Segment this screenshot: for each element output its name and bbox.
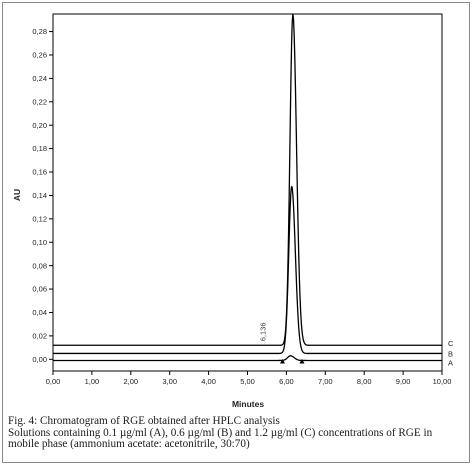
- x-tick-label: 8,00: [357, 377, 372, 386]
- x-tick-label: 10,00: [433, 377, 452, 386]
- integration-marker: [280, 358, 286, 364]
- y-tick-label: 0,14: [32, 191, 47, 200]
- x-tick-label: 3,00: [162, 377, 177, 386]
- x-tick-label: 4,00: [201, 377, 216, 386]
- y-tick-label: 0,28: [32, 27, 47, 36]
- x-tick-label: 6,00: [279, 377, 294, 386]
- trace-label-b: B: [448, 349, 453, 358]
- integration-marker: [299, 358, 305, 364]
- peak-retention-label: 6,136: [259, 322, 268, 341]
- x-tick-label: 0,00: [46, 377, 61, 386]
- caption-line-2: Solutions containing 0.1 µg/ml (A), 0.6 …: [8, 426, 433, 439]
- y-tick-label: 0,10: [32, 238, 47, 247]
- x-tick-label: 2,00: [123, 377, 138, 386]
- trace-a: [53, 355, 442, 362]
- y-tick-label: 0,04: [32, 308, 47, 317]
- x-axis-title: Minutes: [232, 399, 264, 409]
- y-tick-label: 0,00: [32, 355, 47, 364]
- trace-label-a: A: [448, 359, 453, 368]
- trace-label-c: C: [448, 339, 454, 348]
- y-tick-label: 0,08: [32, 261, 47, 270]
- y-tick-label: 0,12: [32, 214, 47, 223]
- trace-c: [53, 13, 442, 346]
- caption-line-1: Fig. 4: Chromatogram of RGE obtained aft…: [8, 415, 280, 427]
- x-tick-label: 9,00: [396, 377, 411, 386]
- y-tick-label: 0,24: [32, 74, 47, 83]
- y-tick-label: 0,26: [32, 51, 47, 60]
- x-tick-label: 7,00: [318, 377, 333, 386]
- figure-caption: Fig. 4: Chromatogram of RGE obtained aft…: [8, 415, 470, 451]
- axis-ticks: [49, 31, 443, 375]
- y-tick-label: 0,22: [32, 97, 47, 106]
- x-tick-label: 1,00: [85, 377, 100, 386]
- y-tick-label: 0,18: [32, 144, 47, 153]
- traces: [53, 13, 442, 364]
- y-tick-label: 0,20: [32, 121, 47, 130]
- caption-line-3: mobile phase (ammonium acetate: acetonit…: [8, 438, 250, 451]
- labels: 0,00 1,00 2,00 3,00 4,00 5,00 6,00 7,00 8,00 9,00…: [32, 27, 454, 386]
- figure-frame: [2, 2, 470, 463]
- x-tick-label: 5,00: [240, 377, 255, 386]
- y-tick-label: 0,02: [32, 331, 47, 340]
- plot-area: [52, 13, 443, 372]
- chromatogram-chart: 0,00 1,00 2,00 3,00 4,00 5,00 6,00 7,00 8,00 9,00…: [12, 13, 454, 409]
- y-axis-title: AU: [12, 189, 22, 201]
- trace-b: [53, 185, 442, 355]
- y-tick-label: 0,16: [32, 168, 47, 177]
- y-tick-label: 0,06: [32, 285, 47, 294]
